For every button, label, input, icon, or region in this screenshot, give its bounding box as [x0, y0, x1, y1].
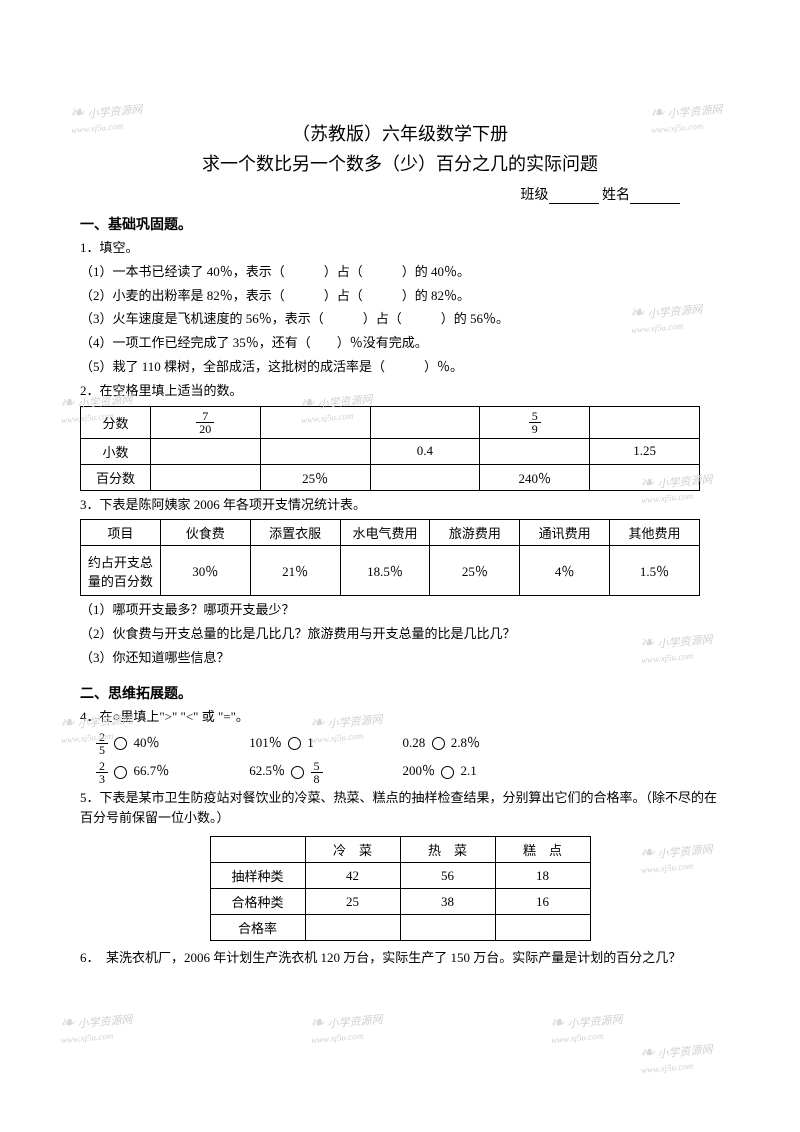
row-label: 合格种类	[210, 889, 305, 915]
compare-circle[interactable]	[114, 766, 127, 779]
q1-item: （4）一项工作已经完成了 35％，还有（ ）％没有完成。	[80, 333, 720, 354]
q1-item: （1）一本书已经读了 40％，表示（ ）占（ ）的 40％。	[80, 262, 720, 283]
compare-circle[interactable]	[291, 766, 304, 779]
watermark: ❧ 小学资源网www.xj5u.com	[639, 1037, 714, 1076]
compare-row: 23 66.7％ 62.5％ 58 200％ 2.1	[96, 759, 720, 785]
cell: 42	[305, 863, 400, 889]
cell: 240％	[480, 464, 590, 490]
cell-blank[interactable]	[590, 464, 700, 490]
cell-blank[interactable]	[150, 438, 260, 464]
row-label: 约占开支总量的百分数	[81, 546, 161, 596]
q3-label: 3．下表是陈阿姨家 2006 年各项开支情况统计表。	[80, 495, 720, 516]
cell-blank[interactable]	[305, 915, 400, 941]
compare-circle[interactable]	[288, 737, 301, 750]
th: 项目	[81, 520, 161, 546]
q3-sub: （3）你还知道哪些信息？	[80, 648, 720, 669]
watermark: ❧ 小学资源网www.xj5u.com	[549, 1007, 624, 1046]
q1-item: （2）小麦的出粉率是 82％，表示（ ）占（ ）的 82％。	[80, 286, 720, 307]
cell-blank[interactable]	[150, 464, 260, 490]
cell: 38	[400, 889, 495, 915]
row-label: 抽样种类	[210, 863, 305, 889]
compare-circle[interactable]	[441, 766, 454, 779]
watermark: ❧ 小学资源网www.xj5u.com	[309, 1007, 384, 1046]
row-label: 分数	[81, 406, 151, 438]
class-blank[interactable]	[549, 188, 599, 204]
title-line1: （苏教版）六年级数学下册	[80, 120, 720, 146]
cell: 1.5％	[610, 546, 700, 596]
q3-sub: （1）哪项开支最多？哪项开支最少？	[80, 600, 720, 621]
name-label: 姓名	[602, 188, 630, 203]
q1-item: （3）火车速度是飞机速度的 56％，表示（ ）占（ ）的 56％。	[80, 309, 720, 330]
q6-label: 6． 某洗衣机厂，2006 年计划生产洗衣机 120 万台，实际生产了 150 …	[80, 948, 720, 969]
cell-blank[interactable]	[480, 438, 590, 464]
q1-item: （5）栽了 110 棵树，全部成活，这批树的成活率是（ ）％。	[80, 357, 720, 378]
title-block: （苏教版）六年级数学下册 求一个数比另一个数多（少）百分之几的实际问题	[80, 120, 720, 176]
section1-heading: 一、基础巩固题。	[80, 214, 720, 234]
th: 水电气费用	[340, 520, 430, 546]
watermark: ❧ 小学资源网www.xj5u.com	[59, 1007, 134, 1046]
th: 热 菜	[400, 837, 495, 863]
cell: 21％	[250, 546, 340, 596]
cell: 30％	[160, 546, 250, 596]
table-fractions: 分数 720 59 小数 0.4 1.25 百分数 25％ 240％	[80, 406, 700, 491]
title-line2: 求一个数比另一个数多（少）百分之几的实际问题	[80, 150, 720, 176]
cell: 25％	[260, 464, 370, 490]
class-name-line: 班级 姓名	[80, 184, 720, 204]
th: 通讯费用	[520, 520, 610, 546]
th: 冷 菜	[305, 837, 400, 863]
cell: 56	[400, 863, 495, 889]
th	[210, 837, 305, 863]
cell: 0.4	[370, 438, 480, 464]
row-label: 合格率	[210, 915, 305, 941]
th: 旅游费用	[430, 520, 520, 546]
cell-blank[interactable]	[495, 915, 590, 941]
cell-blank[interactable]	[590, 406, 700, 438]
cell: 16	[495, 889, 590, 915]
class-label: 班级	[521, 188, 549, 203]
cell: 720	[150, 406, 260, 438]
compare-circle[interactable]	[432, 737, 445, 750]
cell-blank[interactable]	[260, 438, 370, 464]
cell: 25	[305, 889, 400, 915]
cell: 18.5％	[340, 546, 430, 596]
cell: 18	[495, 863, 590, 889]
q3-sub: （2）伙食费与开支总量的比是几比几？旅游费用与开支总量的比是几比几？	[80, 624, 720, 645]
q2-label: 2．在空格里填上适当的数。	[80, 381, 720, 402]
cell-blank[interactable]	[370, 464, 480, 490]
cell-blank[interactable]	[260, 406, 370, 438]
name-blank[interactable]	[630, 188, 680, 204]
cell: 4％	[520, 546, 610, 596]
compare-row: 25 40％ 101％ 1 0.28 2.8％	[96, 731, 720, 757]
table-expenses: 项目 伙食费 添置衣服 水电气费用 旅游费用 通讯费用 其他费用 约占开支总量的…	[80, 519, 700, 596]
row-label: 小数	[81, 438, 151, 464]
th: 伙食费	[160, 520, 250, 546]
th: 糕 点	[495, 837, 590, 863]
table-inspection: 冷 菜 热 菜 糕 点 抽样种类 42 56 18 合格种类 25 38 16 …	[210, 836, 591, 941]
row-label: 百分数	[81, 464, 151, 490]
cell: 1.25	[590, 438, 700, 464]
q4-label: 4．在○里填上">" "<" 或 "="。	[80, 707, 720, 728]
th: 添置衣服	[250, 520, 340, 546]
q1-label: 1．填空。	[80, 238, 720, 259]
compare-circle[interactable]	[114, 737, 127, 750]
section2-heading: 二、思维拓展题。	[80, 683, 720, 703]
cell-blank[interactable]	[400, 915, 495, 941]
cell: 25％	[430, 546, 520, 596]
cell-blank[interactable]	[370, 406, 480, 438]
cell: 59	[480, 406, 590, 438]
th: 其他费用	[610, 520, 700, 546]
q5-label: 5．下表是某市卫生防疫站对餐饮业的冷菜、热菜、糕点的抽样检查结果，分别算出它们的…	[80, 788, 720, 830]
